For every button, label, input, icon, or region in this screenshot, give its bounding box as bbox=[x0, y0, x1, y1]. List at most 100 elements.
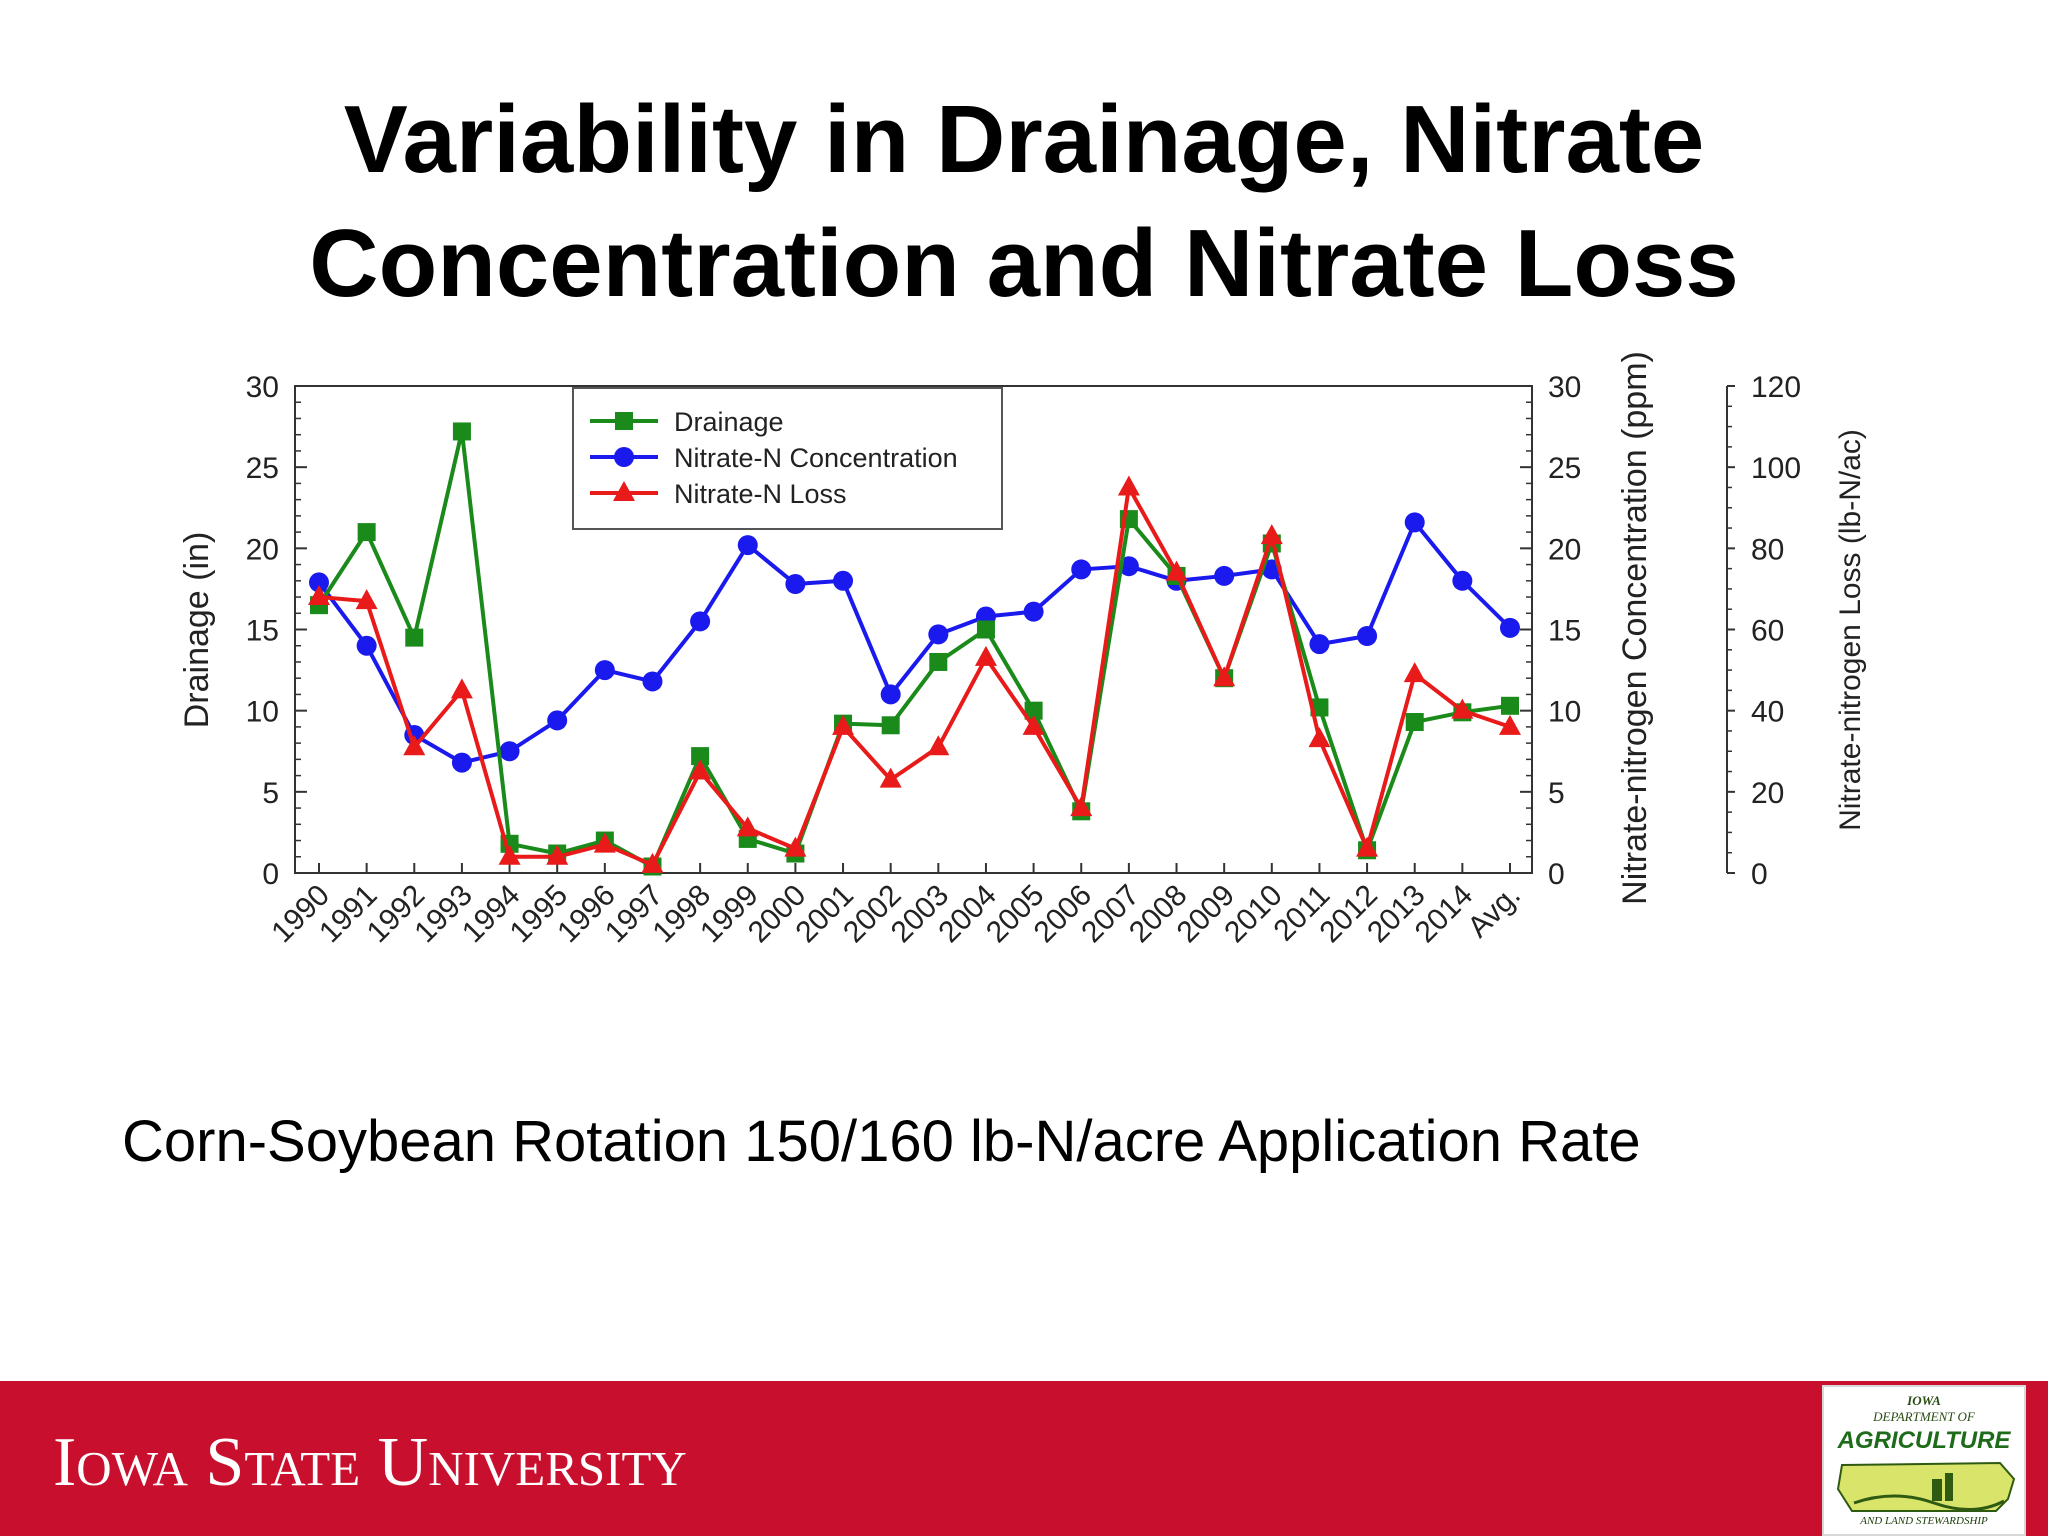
data-point bbox=[451, 752, 472, 773]
data-point bbox=[785, 574, 806, 595]
legend-label: Drainage bbox=[674, 407, 784, 437]
middle-tick-label: 20 bbox=[1548, 533, 1581, 566]
data-point bbox=[881, 716, 900, 735]
data-point bbox=[1308, 727, 1331, 748]
right-tick-label: 120 bbox=[1751, 371, 1801, 404]
legend: Drainage Nitrate-N Concentration Nitrate-N… bbox=[572, 387, 1003, 530]
right-tick-label: 80 bbox=[1751, 533, 1784, 566]
left-axis-label: Drainage (in) bbox=[178, 532, 216, 729]
data-point bbox=[974, 645, 997, 666]
data-point bbox=[355, 589, 378, 610]
data-point bbox=[879, 767, 902, 788]
data-point bbox=[691, 747, 710, 766]
right-tick-label: 20 bbox=[1751, 777, 1784, 810]
legend-label: Nitrate-N Concentration bbox=[674, 443, 958, 473]
data-point bbox=[450, 678, 473, 699]
data-point bbox=[880, 684, 901, 705]
middle-tick-label: 0 bbox=[1548, 858, 1565, 891]
footer-bar bbox=[0, 1381, 2048, 1536]
right-tick-label: 0 bbox=[1751, 858, 1768, 891]
data-point bbox=[1500, 617, 1520, 638]
logo-text-agriculture: AGRICULTURE bbox=[1837, 1427, 2011, 1454]
data-point bbox=[784, 836, 807, 857]
series-nitrate-n-loss bbox=[308, 475, 1521, 873]
university-wordmark: Iowa State University bbox=[53, 1424, 687, 1501]
data-point bbox=[1165, 560, 1188, 581]
x-tick-label: Avg. bbox=[1462, 879, 1527, 944]
data-point bbox=[594, 660, 615, 681]
right-tick-label: 60 bbox=[1751, 615, 1784, 648]
data-point bbox=[308, 585, 330, 606]
data-point bbox=[642, 671, 663, 692]
data-point bbox=[927, 735, 950, 756]
data-point bbox=[1499, 714, 1521, 735]
data-point bbox=[1405, 713, 1424, 732]
middle-tick-label: 30 bbox=[1548, 371, 1581, 404]
data-point bbox=[593, 832, 616, 853]
data-point bbox=[1022, 714, 1045, 735]
data-point bbox=[498, 844, 521, 865]
legend-marker bbox=[615, 412, 633, 430]
legend-label: Nitrate-N Loss bbox=[674, 479, 847, 509]
data-point bbox=[641, 852, 664, 873]
data-point bbox=[405, 628, 424, 647]
data-point bbox=[1023, 601, 1044, 622]
data-point bbox=[1071, 559, 1092, 580]
data-point bbox=[832, 714, 855, 735]
data-point bbox=[976, 620, 995, 639]
data-point bbox=[1403, 662, 1426, 683]
middle-tick-label: 15 bbox=[1548, 615, 1581, 648]
data-point bbox=[356, 635, 377, 656]
data-point bbox=[737, 535, 758, 556]
legend-marker bbox=[614, 447, 634, 467]
left-tick-label: 30 bbox=[246, 371, 279, 404]
data-point bbox=[357, 523, 376, 542]
logo-text-iowa: IOWA bbox=[1907, 1393, 1941, 1408]
slide-title-line-2: Concentration and Nitrate Loss bbox=[309, 210, 1739, 317]
slide-subtitle: Corn-Soybean Rotation 150/160 lb-N/acre … bbox=[122, 1109, 1641, 1174]
data-point bbox=[499, 741, 520, 762]
data-point bbox=[1117, 475, 1140, 496]
slide-title-line-1: Variability in Drainage, Nitrate bbox=[343, 86, 1705, 193]
data-point bbox=[929, 652, 948, 671]
left-tick-label: 0 bbox=[262, 858, 279, 891]
data-point bbox=[547, 710, 568, 731]
right-axis-label: Nitrate-nitrogen Loss (lb-N/ac) bbox=[1834, 429, 1867, 831]
chart: 0 5 10 15 20 25 30 0 5 10 15 20 25 30 0 20 40 60 80 100 120 D… bbox=[178, 351, 1867, 949]
middle-tick-label: 25 bbox=[1548, 452, 1581, 485]
data-point bbox=[690, 611, 711, 632]
series-nitrate-n-concentration bbox=[309, 512, 1520, 773]
left-tick-label: 5 bbox=[262, 777, 279, 810]
data-point bbox=[1309, 634, 1330, 655]
data-point bbox=[1213, 666, 1236, 687]
data-point bbox=[1452, 570, 1473, 591]
data-point bbox=[928, 624, 949, 645]
middle-axis-label: Nitrate-nitrogen Concentration (ppm) bbox=[1616, 351, 1654, 905]
data-point bbox=[1260, 524, 1283, 545]
data-point bbox=[1024, 701, 1043, 720]
data-point bbox=[309, 572, 329, 593]
left-tick-label: 25 bbox=[246, 452, 279, 485]
data-point bbox=[1356, 836, 1379, 857]
middle-tick-label: 10 bbox=[1548, 696, 1581, 729]
legend-marker bbox=[613, 481, 635, 501]
right-tick-label: 100 bbox=[1751, 452, 1801, 485]
data-point bbox=[1451, 698, 1474, 719]
slide-title: Variability in Drainage, Nitrate Concent… bbox=[0, 78, 2048, 326]
right-tick-label: 40 bbox=[1751, 696, 1784, 729]
left-tick-label: 20 bbox=[246, 533, 279, 566]
data-point bbox=[1070, 796, 1093, 817]
data-point bbox=[833, 570, 854, 591]
left-tick-label: 10 bbox=[246, 696, 279, 729]
data-point bbox=[1501, 696, 1519, 715]
series-line bbox=[318, 485, 1511, 867]
middle-tick-label: 5 bbox=[1548, 777, 1565, 810]
data-point bbox=[546, 844, 569, 865]
iowa-map-icon bbox=[1836, 1461, 2016, 1512]
data-point bbox=[1404, 512, 1425, 533]
data-point bbox=[1357, 625, 1378, 646]
data-point bbox=[1214, 565, 1235, 586]
data-point bbox=[736, 816, 759, 837]
department-logo: IOWA DEPARTMENT OF AGRICULTURE AND LAND … bbox=[1822, 1385, 2026, 1536]
logo-text-stewardship: AND LAND STEWARDSHIP bbox=[1860, 1515, 1988, 1527]
